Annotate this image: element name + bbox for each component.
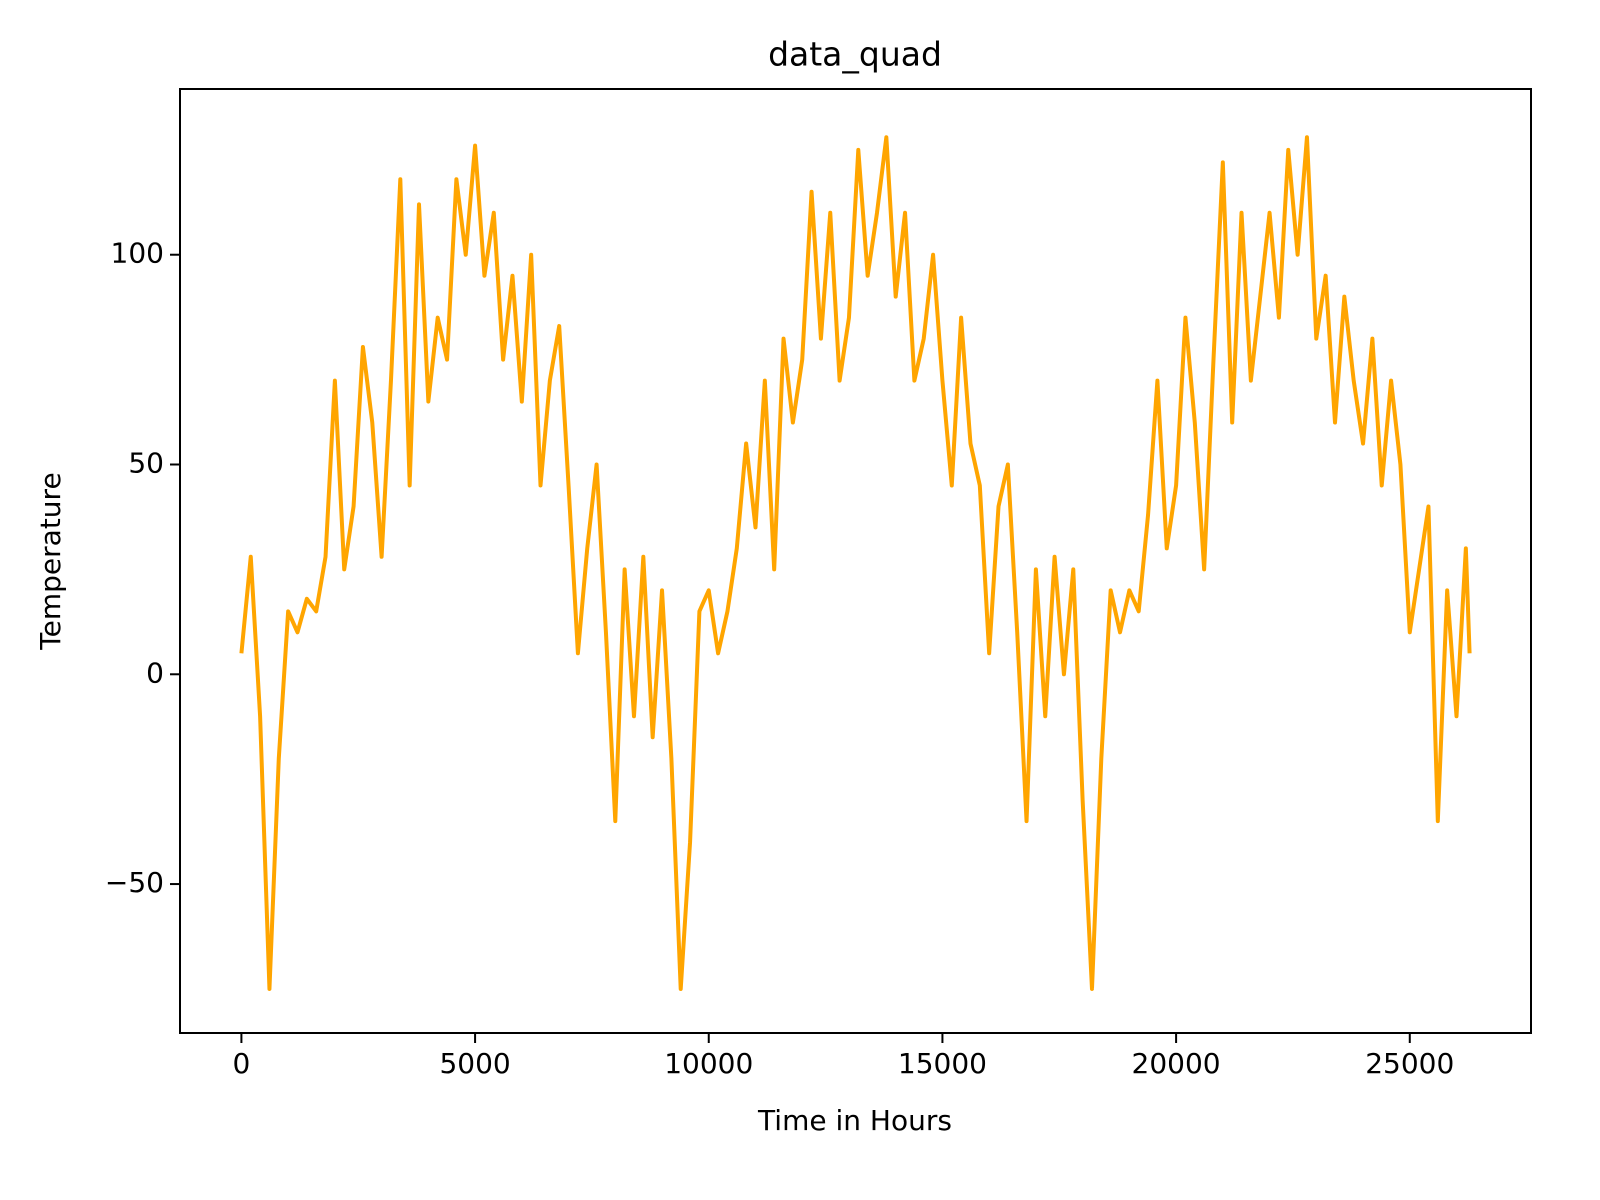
x-tick-label: 15000: [898, 1047, 987, 1080]
x-tick-label: 20000: [1132, 1047, 1221, 1080]
x-tick-label: 25000: [1365, 1047, 1454, 1080]
y-tick-label: 50: [128, 447, 164, 480]
x-tick-label: 10000: [664, 1047, 753, 1080]
chart-title: data_quad: [768, 35, 942, 74]
y-tick-label: 100: [111, 237, 164, 270]
y-tick-label: −50: [105, 866, 164, 899]
x-axis-label: Time in Hours: [757, 1104, 952, 1137]
y-axis-label: Temperature: [34, 472, 67, 650]
x-tick-label: 0: [232, 1047, 250, 1080]
y-tick-label: 0: [146, 656, 164, 689]
plot-frame: [179, 88, 1532, 1034]
x-tick-label: 5000: [439, 1047, 510, 1080]
data-line: [239, 135, 1472, 991]
